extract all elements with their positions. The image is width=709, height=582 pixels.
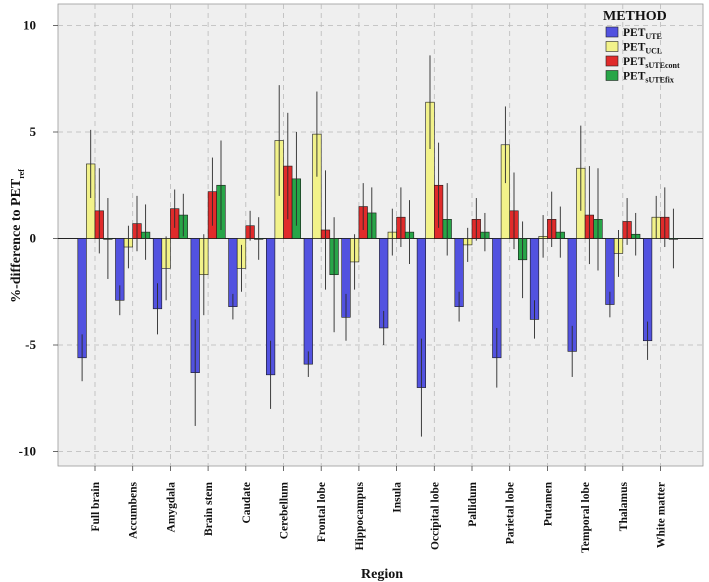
category-label: Insula: [392, 482, 404, 513]
category-label: Hippocampus: [354, 481, 366, 550]
y-axis-title: %-difference to PETref: [9, 169, 26, 303]
legend-title: METHOD: [603, 9, 667, 24]
category-label: Parietal lobe: [505, 482, 517, 544]
legend-swatch: [605, 26, 619, 38]
category-label: Temporal lobe: [580, 482, 592, 553]
legend-label: PETUCL: [623, 42, 662, 56]
y-tick-label: -10: [19, 444, 36, 459]
bar-ute: [303, 238, 313, 365]
y-tick-label: 5: [30, 124, 37, 139]
legend-label: PETUTE: [623, 27, 662, 41]
category-label: Caudate: [241, 482, 253, 524]
legend-label: PETsUTEcont: [623, 56, 680, 70]
legend-swatch: [605, 41, 619, 52]
category-label: White matter: [656, 482, 668, 548]
bars: [77, 55, 678, 437]
category-label: Putamen: [542, 481, 554, 526]
category-label: Pallidum: [467, 482, 479, 527]
legend-label: PETsUTEfix: [623, 71, 674, 85]
category-label: Accumbens: [128, 481, 140, 538]
legend-swatch: [605, 70, 619, 81]
category-label: Thalamus: [618, 481, 630, 531]
y-tick-label: 10: [23, 18, 36, 33]
category-label: Cerebellum: [279, 482, 291, 540]
category-label: Occipital lobe: [429, 482, 441, 550]
x-categories: Full brain Accumbens Amygdala Brain stem Cau…: [90, 466, 668, 553]
category-label: Amygdala: [165, 482, 177, 533]
category-label: Full brain: [90, 481, 102, 531]
x-axis-title: Region: [361, 567, 403, 582]
category-label: Brain stem: [203, 482, 215, 536]
y-ticks: 10 5 0 -5 -10: [19, 18, 58, 459]
y-tick-label: -5: [25, 337, 36, 352]
category-label: Frontal lobe: [316, 482, 328, 542]
y-tick-label: 0: [30, 231, 37, 246]
legend-swatch: [605, 55, 619, 67]
